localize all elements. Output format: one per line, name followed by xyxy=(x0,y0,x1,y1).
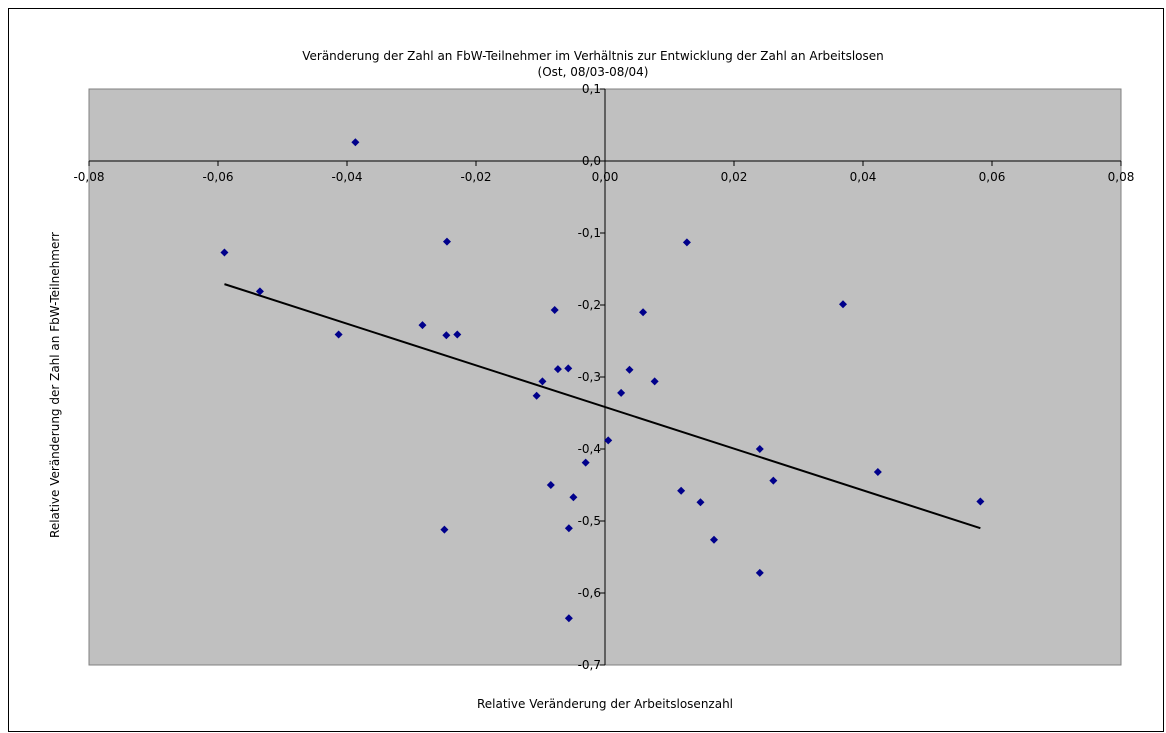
data-point xyxy=(564,524,573,533)
data-point xyxy=(581,458,590,467)
chart-frame: Veränderung der Zahl an FbW-Teilnehmer i… xyxy=(8,8,1164,732)
x-axis-label: Relative Veränderung der Arbeitslosenzah… xyxy=(477,697,733,711)
data-point xyxy=(564,614,573,623)
x-tick-label: 0,08 xyxy=(1108,170,1135,184)
data-point xyxy=(453,330,462,339)
y-tick-label: -0,1 xyxy=(578,226,601,240)
data-point xyxy=(220,248,229,257)
data-point xyxy=(538,377,547,386)
data-point xyxy=(442,331,451,340)
data-point xyxy=(625,365,634,374)
x-tick-label: 0,04 xyxy=(850,170,877,184)
x-tick-label: 0,06 xyxy=(979,170,1006,184)
data-points xyxy=(220,138,985,623)
y-tick-label: -0,3 xyxy=(578,370,601,384)
data-point xyxy=(564,364,573,373)
chart-title: Veränderung der Zahl an FbW-Teilnehmer i… xyxy=(302,49,884,63)
data-point xyxy=(442,237,451,246)
x-tick-label: -0,04 xyxy=(331,170,362,184)
data-point xyxy=(334,330,343,339)
data-point xyxy=(553,365,562,374)
data-point xyxy=(839,300,848,309)
data-point xyxy=(873,468,882,477)
data-point xyxy=(682,238,691,247)
x-tick-label: -0,08 xyxy=(73,170,104,184)
data-point xyxy=(550,306,559,315)
trendline-layer xyxy=(224,283,981,530)
data-point xyxy=(755,568,764,577)
data-point xyxy=(696,498,705,507)
data-point xyxy=(351,138,360,147)
x-tick-label: -0,06 xyxy=(202,170,233,184)
data-point xyxy=(650,377,659,386)
y-tick-label: 0,1 xyxy=(582,82,601,96)
y-tick-label: -0,7 xyxy=(578,658,601,672)
data-point xyxy=(769,476,778,485)
scatter-chart: Veränderung der Zahl an FbW-Teilnehmer i… xyxy=(48,49,1134,711)
y-tick-label: 0,0 xyxy=(582,154,601,168)
data-point xyxy=(569,493,578,502)
data-point xyxy=(710,535,719,544)
data-point xyxy=(604,436,613,445)
data-point xyxy=(546,481,555,489)
y-tick-label: -0,2 xyxy=(578,298,601,312)
x-tick-label: -0,02 xyxy=(460,170,491,184)
trendline xyxy=(224,283,981,530)
tick-labels: -0,08 -0,06 -0,04 -0,02 0,00 0,02 0,04 0,06 0,08… xyxy=(73,82,1134,672)
x-tick-label: 0,02 xyxy=(721,170,748,184)
data-point xyxy=(755,445,764,453)
x-tick-label: 0,00 xyxy=(592,170,619,184)
y-tick-label: -0,6 xyxy=(578,586,601,600)
y-tick-label: -0,5 xyxy=(578,514,601,528)
axes xyxy=(88,88,1122,666)
data-point xyxy=(677,486,686,495)
data-point xyxy=(976,497,985,506)
chart-subtitle: (Ost, 08/03-08/04) xyxy=(538,65,649,79)
y-axis-label: Relative Veränderung der Zahl an FbW-Tei… xyxy=(48,232,62,538)
data-point xyxy=(440,525,449,534)
data-point xyxy=(418,321,427,330)
data-point xyxy=(532,391,541,400)
data-point xyxy=(617,388,626,397)
data-point xyxy=(639,308,648,317)
y-tick-label: -0,4 xyxy=(578,442,601,456)
